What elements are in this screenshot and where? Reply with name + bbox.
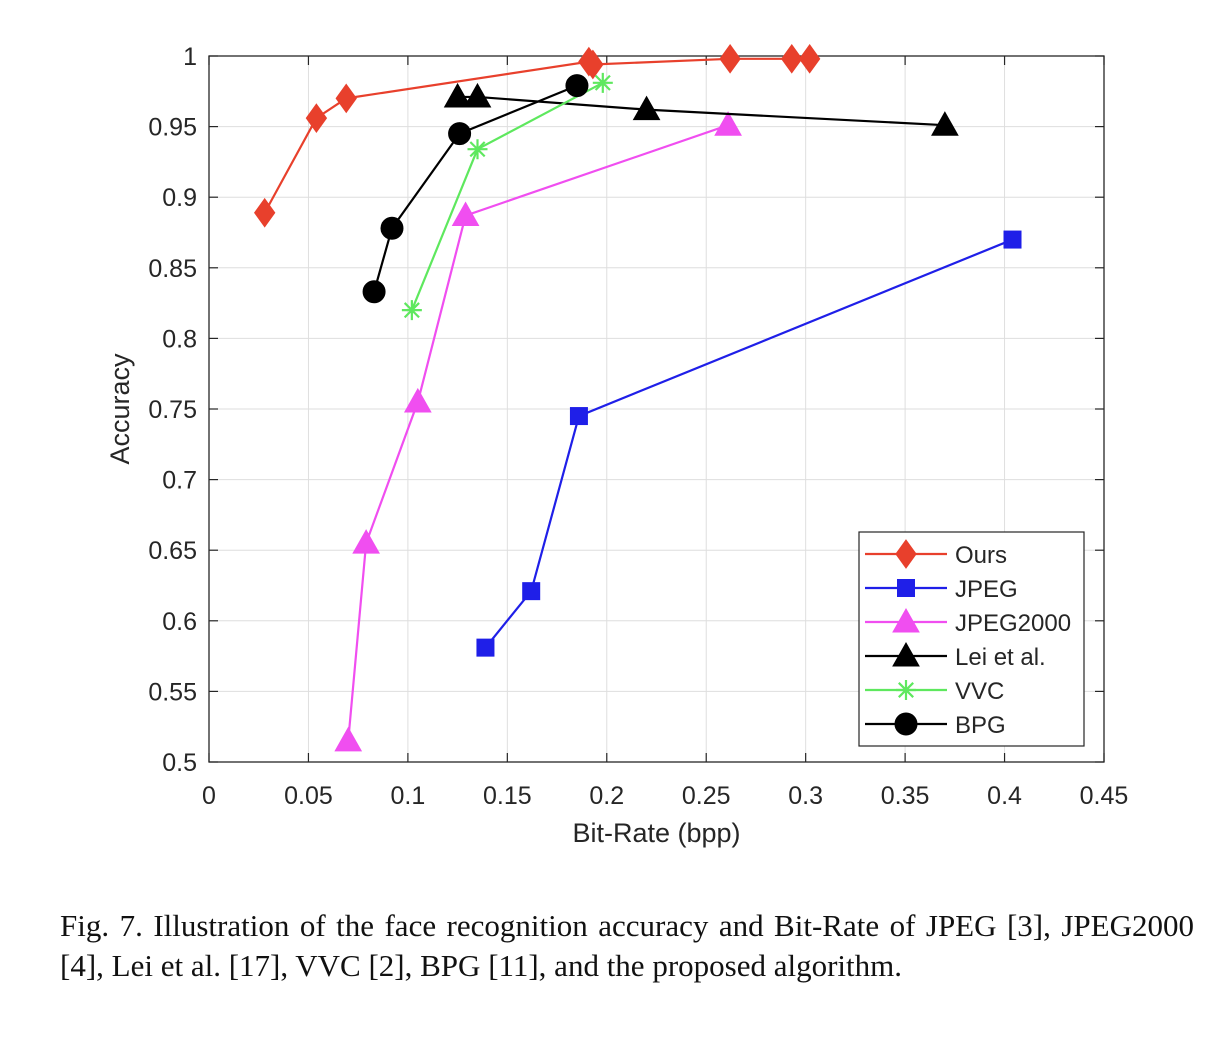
legend-marker: [892, 607, 920, 633]
series-lei-et-al: [443, 82, 959, 136]
legend-label: Ours: [955, 542, 1007, 569]
legend: Ours JPEG JPEG2000 Lei et al. VVC BPG: [858, 531, 1085, 747]
x-tick-label: 0: [202, 782, 216, 810]
data-point-ours: [781, 43, 803, 74]
data-point-ours: [582, 49, 604, 80]
legend-label: JPEG: [955, 576, 1018, 603]
x-axis-label: Bit-Rate (bpp): [572, 818, 740, 848]
data-point-lei-et-al: [632, 95, 661, 121]
y-tick-label: 1: [183, 43, 197, 71]
data-point-jpeg2000: [352, 529, 380, 554]
series-ours: [253, 43, 821, 228]
x-tick-label: 0.3: [788, 782, 823, 810]
series-line-bpg: [373, 84, 578, 293]
data-point-ours: [798, 43, 821, 74]
data-point-bpg: [448, 122, 472, 146]
y-tick-label: 0.8: [162, 325, 197, 353]
legend-item-lei-et-al: Lei et al.: [865, 641, 1046, 671]
series-jpeg2000: [334, 111, 742, 752]
data-point-ours: [305, 103, 328, 133]
data-point-jpeg2000: [334, 726, 363, 752]
x-tick-label: 0.45: [1080, 782, 1129, 810]
data-point-jpeg: [569, 407, 588, 426]
legend-item-ours: Ours: [865, 539, 1007, 569]
x-tick-label: 0.25: [682, 782, 731, 810]
legend-marker: [895, 539, 917, 569]
x-tick-label: 0.2: [589, 782, 624, 810]
legend-marker: [894, 712, 918, 736]
data-point-lei-et-al: [443, 82, 472, 108]
y-tick-label: 0.9: [162, 184, 197, 212]
legend-item-bpg: BPG: [865, 712, 1006, 739]
y-tick-label: 0.65: [148, 537, 197, 565]
y-tick-label: 0.5: [162, 749, 197, 777]
y-tick-label: 0.6: [162, 608, 197, 636]
legend-marker: [896, 680, 916, 700]
data-point-vvc: [401, 300, 422, 321]
x-tick-label: 0.1: [391, 782, 426, 810]
legend-item-jpeg2000: JPEG2000: [865, 607, 1071, 637]
data-point-vvc: [592, 72, 613, 93]
data-point-ours: [719, 43, 741, 74]
y-tick-label: 0.75: [148, 396, 197, 424]
data-point-jpeg2000: [451, 201, 480, 227]
data-point-bpg: [565, 74, 589, 98]
legend-marker: [892, 641, 920, 667]
y-tick-label: 0.85: [148, 255, 197, 283]
series-line-ours: [263, 57, 810, 214]
legend-label: Lei et al.: [955, 644, 1046, 671]
data-point-jpeg2000: [714, 111, 742, 136]
series-line-jpeg2000: [347, 124, 729, 741]
data-point-vvc: [467, 139, 488, 160]
x-tick-label: 0.05: [284, 782, 333, 810]
legend-box: [858, 531, 1085, 747]
x-tick-label: 0.15: [483, 782, 532, 810]
legend-marker: [897, 579, 915, 597]
y-tick-label: 0.95: [148, 114, 197, 142]
data-point-ours: [253, 197, 276, 228]
legend-item-jpeg: JPEG: [865, 576, 1018, 603]
data-point-bpg: [380, 216, 404, 240]
legend-item-vvc: VVC: [865, 678, 1004, 705]
series-group: [253, 43, 1022, 752]
data-point-ours: [335, 83, 357, 114]
data-point-jpeg: [1003, 230, 1022, 249]
data-point-jpeg2000: [403, 387, 432, 413]
series-bpg: [362, 74, 589, 304]
legend-label: VVC: [955, 678, 1004, 705]
x-tick-label: 0.4: [987, 782, 1022, 810]
series-jpeg: [476, 230, 1022, 657]
legend-label: BPG: [955, 712, 1006, 739]
legend-label: JPEG2000: [955, 610, 1071, 637]
y-tick-label: 0.7: [162, 467, 197, 495]
figure-caption: Fig. 7. Illustration of the face recogni…: [60, 908, 1194, 983]
series-vvc: [401, 72, 613, 321]
data-point-jpeg: [522, 582, 541, 601]
y-axis-label: Accuracy: [105, 353, 135, 465]
data-point-lei-et-al: [463, 82, 492, 108]
chart: 0 0.05 0.1 0.15 0.2 0.25 0.3 0.35 0.4 0.45 0.5 0.55…: [105, 43, 1128, 848]
y-tick-label: 0.55: [148, 678, 197, 706]
x-tick-label: 0.35: [881, 782, 930, 810]
data-point-bpg: [362, 280, 386, 304]
data-point-jpeg: [476, 638, 495, 657]
axis-ticks: 0 0.05 0.1 0.15 0.2 0.25 0.3 0.35 0.4 0.45 0.5 0.55…: [148, 43, 1128, 810]
data-point-lei-et-al: [931, 111, 959, 136]
series-line-jpeg: [484, 238, 1013, 649]
